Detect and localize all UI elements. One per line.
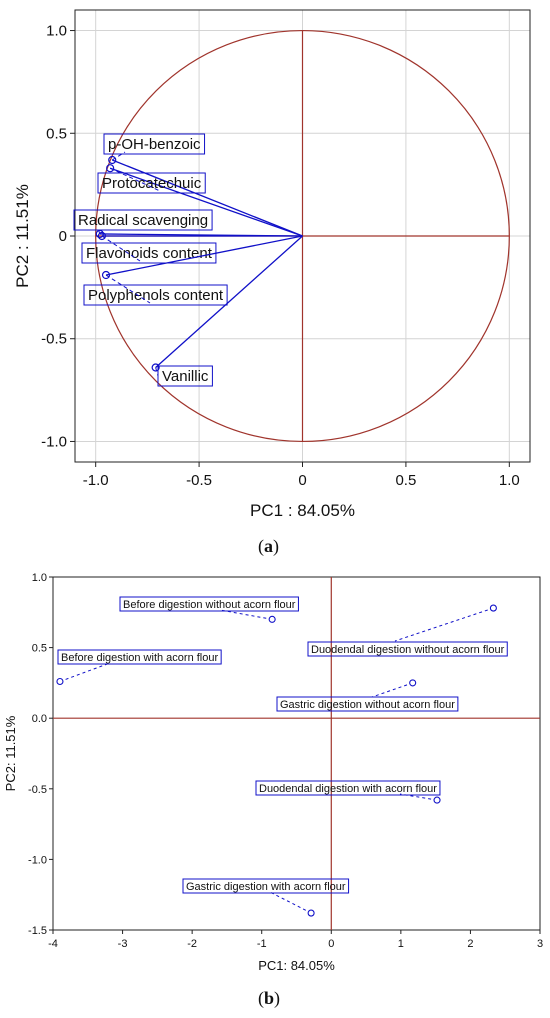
y-tick-label-0: -1.0	[41, 433, 67, 450]
score-label-5: Gastric digestion with acorn flour	[186, 881, 346, 893]
x-tick-label-b-5: 1	[398, 938, 404, 950]
x-tick-label-2: 0	[298, 472, 306, 489]
caption-a: (a)	[258, 536, 279, 556]
leader-3	[101, 235, 141, 262]
point-label-box-2	[73, 209, 213, 231]
y-axis-title-b: PC2: 11.51%	[3, 715, 18, 791]
x-tick-label-b-3: -1	[257, 938, 267, 950]
point-3	[97, 231, 106, 241]
score-point-4	[433, 796, 441, 804]
x-tick-label-b-0: -4	[48, 938, 58, 950]
score-label-box-1	[57, 649, 222, 665]
y-tick-label-2: 0	[59, 228, 67, 245]
y-tick-label-3: 0.5	[46, 125, 67, 142]
score-label-box-3	[276, 696, 459, 712]
y-tick-label-b-2: -0.5	[28, 784, 47, 796]
caption-b-letter: b	[264, 988, 275, 1008]
vector-5	[155, 235, 303, 368]
leader-1	[109, 167, 161, 192]
y-tick-label-b-3: 0.0	[32, 713, 47, 725]
score-leader-1	[59, 662, 111, 682]
chart-a: -1.0 -0.5 0 0.5 1.0 -1.0 -0.5 0 0.5 1.0 PC1 : 84.0…	[13, 9, 531, 520]
score-label-box-4	[255, 780, 441, 796]
x-tick-label-b-1: -3	[118, 938, 128, 950]
score-leader-0	[219, 609, 273, 620]
score-leader-2	[394, 607, 494, 642]
point-1	[106, 164, 115, 173]
score-leader-3	[371, 682, 413, 698]
x-tick-label-b-6: 2	[467, 938, 473, 950]
point-label-1: Protocatechuic	[102, 175, 202, 192]
score-label-box-0	[119, 596, 299, 612]
x-tick-label-1: -0.5	[186, 472, 212, 489]
point-4	[101, 270, 111, 280]
leader-5	[155, 367, 159, 377]
score-label-3: Gastric digestion without acorn flour	[280, 699, 455, 711]
score-label-0: Before digestion without acorn flour	[123, 599, 296, 611]
y-tick-label-b-1: -1.0	[28, 854, 47, 866]
point-0	[108, 155, 117, 165]
y-axis-title: PC2 : 11.51%	[13, 184, 32, 288]
y-tick-label-1: -0.5	[41, 331, 67, 348]
caption-b: (b)	[258, 988, 281, 1008]
x-tick-label-b-7: 3	[537, 938, 543, 950]
score-point-0	[268, 615, 276, 623]
y-tick-label-b-5: 1.0	[32, 572, 47, 584]
score-label-box-2	[307, 641, 508, 657]
x-axis-title: PC1 : 84.05%	[250, 501, 355, 520]
vector-1	[109, 167, 303, 237]
score-point-2	[489, 604, 497, 612]
x-tick-label-4: 1.0	[499, 472, 520, 489]
x-tick-label-b-2: -2	[187, 938, 197, 950]
score-label-4: Duodendal digestion with acorn flour	[259, 783, 437, 795]
y-tick-label-4: 1.0	[46, 23, 67, 40]
point-label-0: p-OH-benzoic	[108, 136, 201, 153]
y-tick-label-b-4: 0.5	[32, 643, 47, 655]
leader-0	[111, 151, 126, 161]
x-tick-label-0: -1.0	[83, 472, 109, 489]
score-leader-4	[399, 793, 438, 801]
x-tick-label-b-4: 0	[328, 938, 334, 950]
score-point-3	[409, 679, 417, 687]
score-label-1: Before digestion with acorn flour	[61, 652, 218, 664]
point-label-box-4	[83, 284, 228, 306]
point-label-3: Flavonoids content	[86, 245, 213, 262]
point-label-2: Radical scavenging	[78, 212, 208, 229]
score-point-1	[56, 677, 64, 686]
point-label-4: Polyphenols content	[88, 287, 224, 304]
point-label-5: Vanillic	[162, 368, 209, 385]
vector-4	[105, 235, 303, 276]
score-leader-5	[269, 891, 312, 914]
point-label-box-0	[103, 133, 206, 155]
plot-frame-b	[52, 576, 541, 931]
score-point-5	[307, 909, 315, 917]
x-axis-title-b: PC1: 84.05%	[258, 958, 335, 973]
leader-4	[105, 274, 151, 304]
score-label-box-5	[182, 878, 350, 894]
point-label-box-1	[97, 172, 206, 194]
y-tick-label-b-0: -1.5	[28, 925, 47, 937]
point-5	[151, 363, 160, 372]
caption-a-letter: a	[264, 536, 273, 556]
x-tick-label-3: 0.5	[395, 472, 416, 489]
score-label-2: Duodendal digestion without acorn flour	[311, 644, 505, 656]
